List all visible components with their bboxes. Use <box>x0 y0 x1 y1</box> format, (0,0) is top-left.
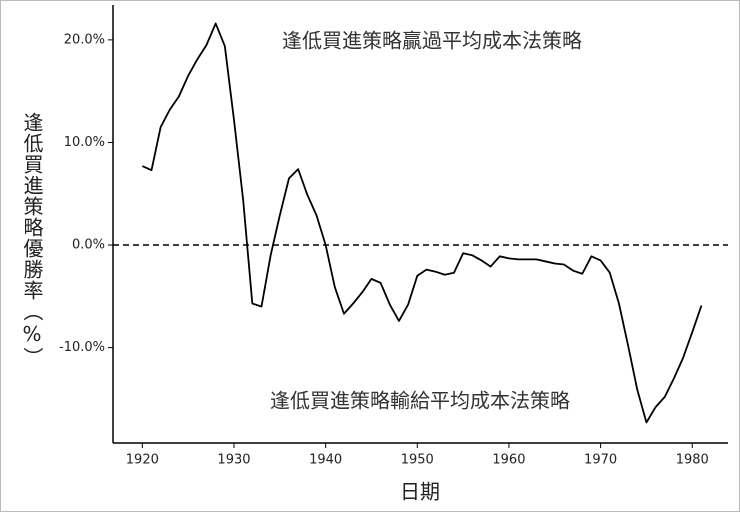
annotation: 逢低買進策略贏過平均成本法策略 <box>282 29 582 53</box>
x-tick-label: 1950 <box>401 453 434 468</box>
x-axis-label: 日期 <box>400 480 440 504</box>
x-tick-label: 1970 <box>584 453 617 468</box>
y-tick-label: 20.0% <box>64 32 105 47</box>
y-tick-label: 10.0% <box>64 135 105 150</box>
data-line <box>141 22 703 424</box>
x-tick-label: 1930 <box>217 453 250 468</box>
y-axis-label: 逢低買進策略優勝率（%） <box>20 112 44 368</box>
y-tick-label: 0.0% <box>72 238 105 253</box>
x-tick-label: 1960 <box>492 453 525 468</box>
y-tick-label: -10.0% <box>59 340 105 355</box>
x-tick-label: 1980 <box>676 453 709 468</box>
x-tick-label: 1940 <box>309 453 342 468</box>
x-tick-label: 1920 <box>126 453 159 468</box>
annotation: 逢低買進策略輸給平均成本法策略 <box>270 389 570 413</box>
